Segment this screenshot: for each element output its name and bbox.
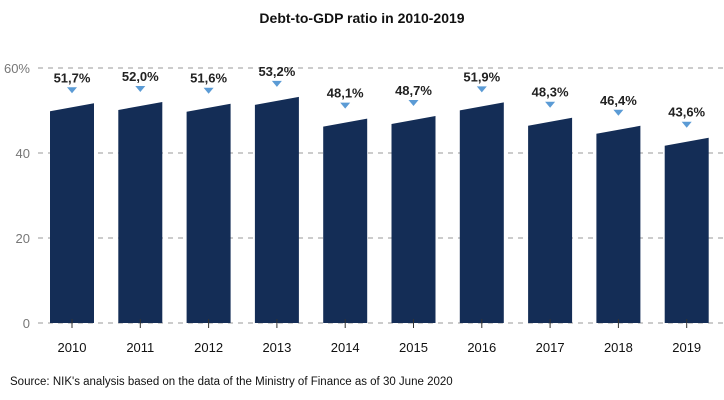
y-tick-label: 20 <box>16 231 30 246</box>
x-tick-label: 2017 <box>536 340 565 355</box>
y-tick-label: 0 <box>23 316 30 331</box>
marker-triangle <box>408 100 419 107</box>
marker-triangle <box>613 109 624 116</box>
bar <box>459 102 504 323</box>
bar <box>254 96 299 324</box>
data-label: 53,2% <box>258 64 295 79</box>
bar <box>528 117 573 323</box>
x-tick-label: 2012 <box>194 340 223 355</box>
marker-triangle <box>67 87 77 94</box>
bar <box>50 103 94 324</box>
marker-triangle <box>203 87 214 94</box>
x-tick-label: 2016 <box>467 340 496 355</box>
bar <box>323 118 368 323</box>
data-label: 51,6% <box>190 71 227 86</box>
bar <box>664 137 709 323</box>
data-label: 51,7% <box>54 70 91 85</box>
data-label: 51,9% <box>463 69 500 84</box>
bar <box>118 102 163 323</box>
data-label: 52,0% <box>122 69 159 84</box>
source-note: Source: NIK's analysis based on the data… <box>10 376 453 388</box>
x-tick-label: 2015 <box>399 340 428 355</box>
x-tick-label: 2018 <box>604 340 633 355</box>
marker-triangle <box>476 86 487 93</box>
x-tick-label: 2019 <box>672 340 701 355</box>
chart-title: Debt-to-GDP ratio in 2010-2019 <box>259 10 465 26</box>
data-label: 48,1% <box>327 86 364 101</box>
data-label: 46,4% <box>600 93 637 108</box>
y-tick-label: 40 <box>16 146 30 161</box>
x-tick-label: 2014 <box>331 340 360 355</box>
marker-triangle <box>271 80 282 87</box>
y-tick-label: 60% <box>4 61 30 76</box>
data-label: 48,7% <box>395 83 432 98</box>
x-tick-label: 2010 <box>58 340 87 355</box>
marker-triangle <box>681 121 692 128</box>
marker-triangle <box>545 101 556 108</box>
x-tick-label: 2011 <box>126 340 154 355</box>
x-tick-label: 2013 <box>262 340 291 355</box>
bar <box>391 116 436 324</box>
data-label: 48,3% <box>532 85 569 100</box>
bar <box>596 125 641 323</box>
bar <box>186 103 231 323</box>
marker-triangle <box>340 102 351 109</box>
marker-triangle <box>135 86 146 92</box>
data-label: 43,6% <box>668 105 705 120</box>
